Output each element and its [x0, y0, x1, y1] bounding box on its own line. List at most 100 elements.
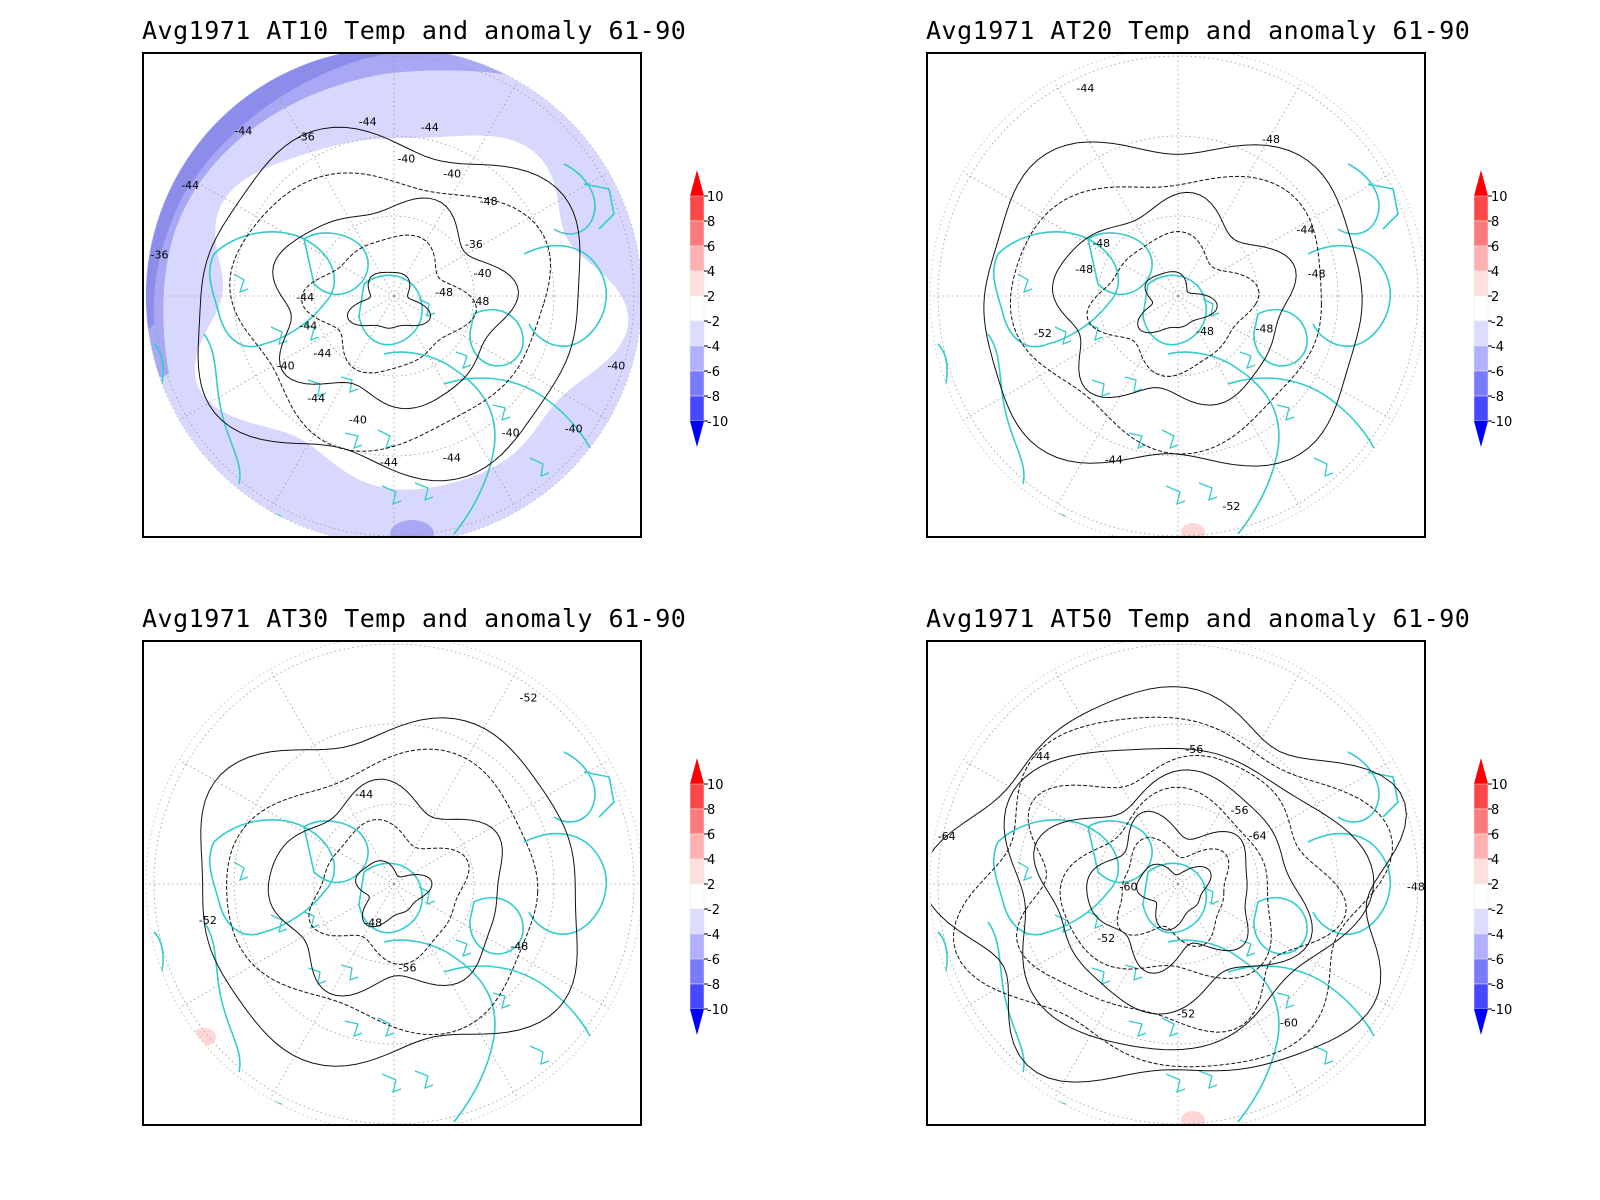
border-line	[1128, 432, 1147, 450]
temperature-contour	[308, 819, 470, 965]
longitude-line	[1177, 883, 1404, 1015]
contour-label: -44	[443, 451, 461, 464]
colorbar-tick-label: -2	[707, 315, 720, 330]
contour-label: -44	[359, 116, 377, 129]
temperature-contour	[1086, 810, 1249, 974]
contour-label: -44	[299, 320, 317, 333]
colorbar-segment	[1473, 883, 1489, 910]
map-svg: -60 -56 -52 -44 -48 -52 -56 -60 -64 -64	[929, 642, 1424, 1124]
contour-label: -44	[1032, 750, 1050, 763]
map-disc: -60 -56 -52 -44 -48 -52 -56 -60 -64 -64	[930, 642, 1424, 1124]
colorbar-tick-label: 8	[1491, 803, 1499, 818]
border-line	[1276, 404, 1295, 422]
contour-label: -44	[307, 392, 325, 405]
contour-label: -52	[520, 691, 538, 704]
contour-label: -52	[1222, 500, 1240, 513]
colorbar-segment	[1473, 370, 1489, 397]
colorbar-arrow-top	[1474, 758, 1488, 784]
polar-map: -48 -44 -40 -40 -36 -36 -40 -36 -40 -44 -40 -44 -44 -…	[142, 52, 642, 538]
colorbar-segment	[1473, 808, 1489, 835]
coastline	[523, 832, 607, 936]
longitude-line	[168, 165, 395, 297]
panel-at10: Avg1971 AT10 Temp and anomaly 61-90 -48-…	[0, 0, 800, 600]
temperature-contour	[1137, 271, 1218, 334]
colorbar-tick-label: 4	[1491, 853, 1499, 868]
colorbar: 10 8 6 4 2 -2 -4 -6 -8 -10	[1473, 758, 1554, 1048]
contour-label: -48	[435, 286, 453, 299]
border-line	[1087, 323, 1104, 342]
longitude-line	[952, 883, 1179, 1015]
colorbar-tick-label: -10	[1491, 415, 1512, 430]
colorbar-segment	[1473, 908, 1489, 935]
colorbar-segment	[689, 958, 705, 985]
colorbar-tick-label: 10	[707, 190, 724, 205]
anomaly-fill	[194, 135, 629, 490]
border-line	[455, 351, 472, 370]
colorbar-tick-label: -8	[1491, 978, 1504, 993]
temperature-contour	[301, 234, 477, 374]
longitude-line	[1177, 658, 1309, 885]
longitude-line	[393, 883, 525, 1110]
coastline	[469, 896, 524, 955]
border-line	[1165, 485, 1186, 506]
colorbar-segment	[1473, 933, 1489, 960]
colorbar-segment	[689, 295, 705, 322]
contour-label: -48	[1308, 268, 1326, 281]
border-line	[1017, 273, 1033, 294]
border-line	[1161, 1017, 1179, 1038]
contour-label: -44	[355, 788, 373, 801]
border-line	[1124, 964, 1143, 982]
colorbar-tick-label: 10	[1491, 778, 1508, 793]
border-line	[307, 967, 327, 986]
border-line	[303, 323, 320, 342]
border-line	[233, 861, 249, 882]
contour-label: -36	[465, 238, 483, 251]
panel-title: Avg1971 AT50 Temp and anomaly 61-90	[926, 604, 1471, 633]
colorbar-segment	[689, 858, 705, 885]
contour-label: -40	[349, 414, 367, 427]
contour-label: -60	[1280, 1016, 1298, 1029]
coastline	[553, 751, 596, 823]
contour-label: -52	[1177, 1008, 1195, 1021]
coastline	[358, 274, 423, 346]
anomaly-fill	[1181, 523, 1205, 536]
colorbar-tick-label: 2	[707, 878, 715, 893]
border-line	[1128, 1020, 1147, 1038]
anomaly-fill	[390, 520, 434, 536]
coastline	[383, 351, 496, 535]
coastline	[1307, 832, 1391, 936]
coastline	[208, 819, 336, 936]
border-line	[270, 914, 288, 934]
contour-label: -44	[380, 456, 398, 469]
colorbar-svg: 10 8 6 4 2 -2 -4 -6 -8 -10	[1473, 758, 1512, 1035]
border-line	[1087, 911, 1104, 930]
contour-label: -52	[1097, 932, 1115, 945]
longitude-line	[952, 295, 1179, 427]
coastline	[992, 231, 1120, 348]
map-disc: -48 -44 -40 -40 -36 -36 -40 -36 -40 -44 -40 -44 -44 -…	[146, 54, 640, 536]
border-line	[1124, 376, 1143, 394]
colorbar-segment	[689, 808, 705, 835]
colorbar-segment	[689, 983, 705, 1010]
temperature-contour	[1116, 836, 1230, 948]
colorbar-segment	[1473, 295, 1489, 322]
coastline	[358, 862, 423, 934]
colorbar-tick-label: -6	[707, 953, 720, 968]
latitude-circle	[1097, 215, 1259, 377]
border-line	[1165, 1073, 1186, 1094]
colorbar-tick-label: 6	[1491, 828, 1499, 843]
temperature-contour	[1136, 863, 1212, 931]
colorbar-segment	[1473, 858, 1489, 885]
colorbar-tick-label: -8	[1491, 390, 1504, 405]
longitude-line	[393, 658, 525, 885]
temperature-contour	[229, 172, 552, 452]
contour-label: -40	[277, 359, 295, 372]
contour-label: -44	[1105, 453, 1123, 466]
border-line	[233, 273, 249, 294]
colorbar-tick-label: -6	[1491, 953, 1504, 968]
colorbar-tick-label: -10	[707, 1003, 728, 1018]
colorbar-tick-label: 8	[707, 803, 715, 818]
colorbar-tick-label: 2	[1491, 290, 1499, 305]
longitude-line	[1177, 70, 1309, 297]
colorbar-tick-label: 6	[1491, 240, 1499, 255]
